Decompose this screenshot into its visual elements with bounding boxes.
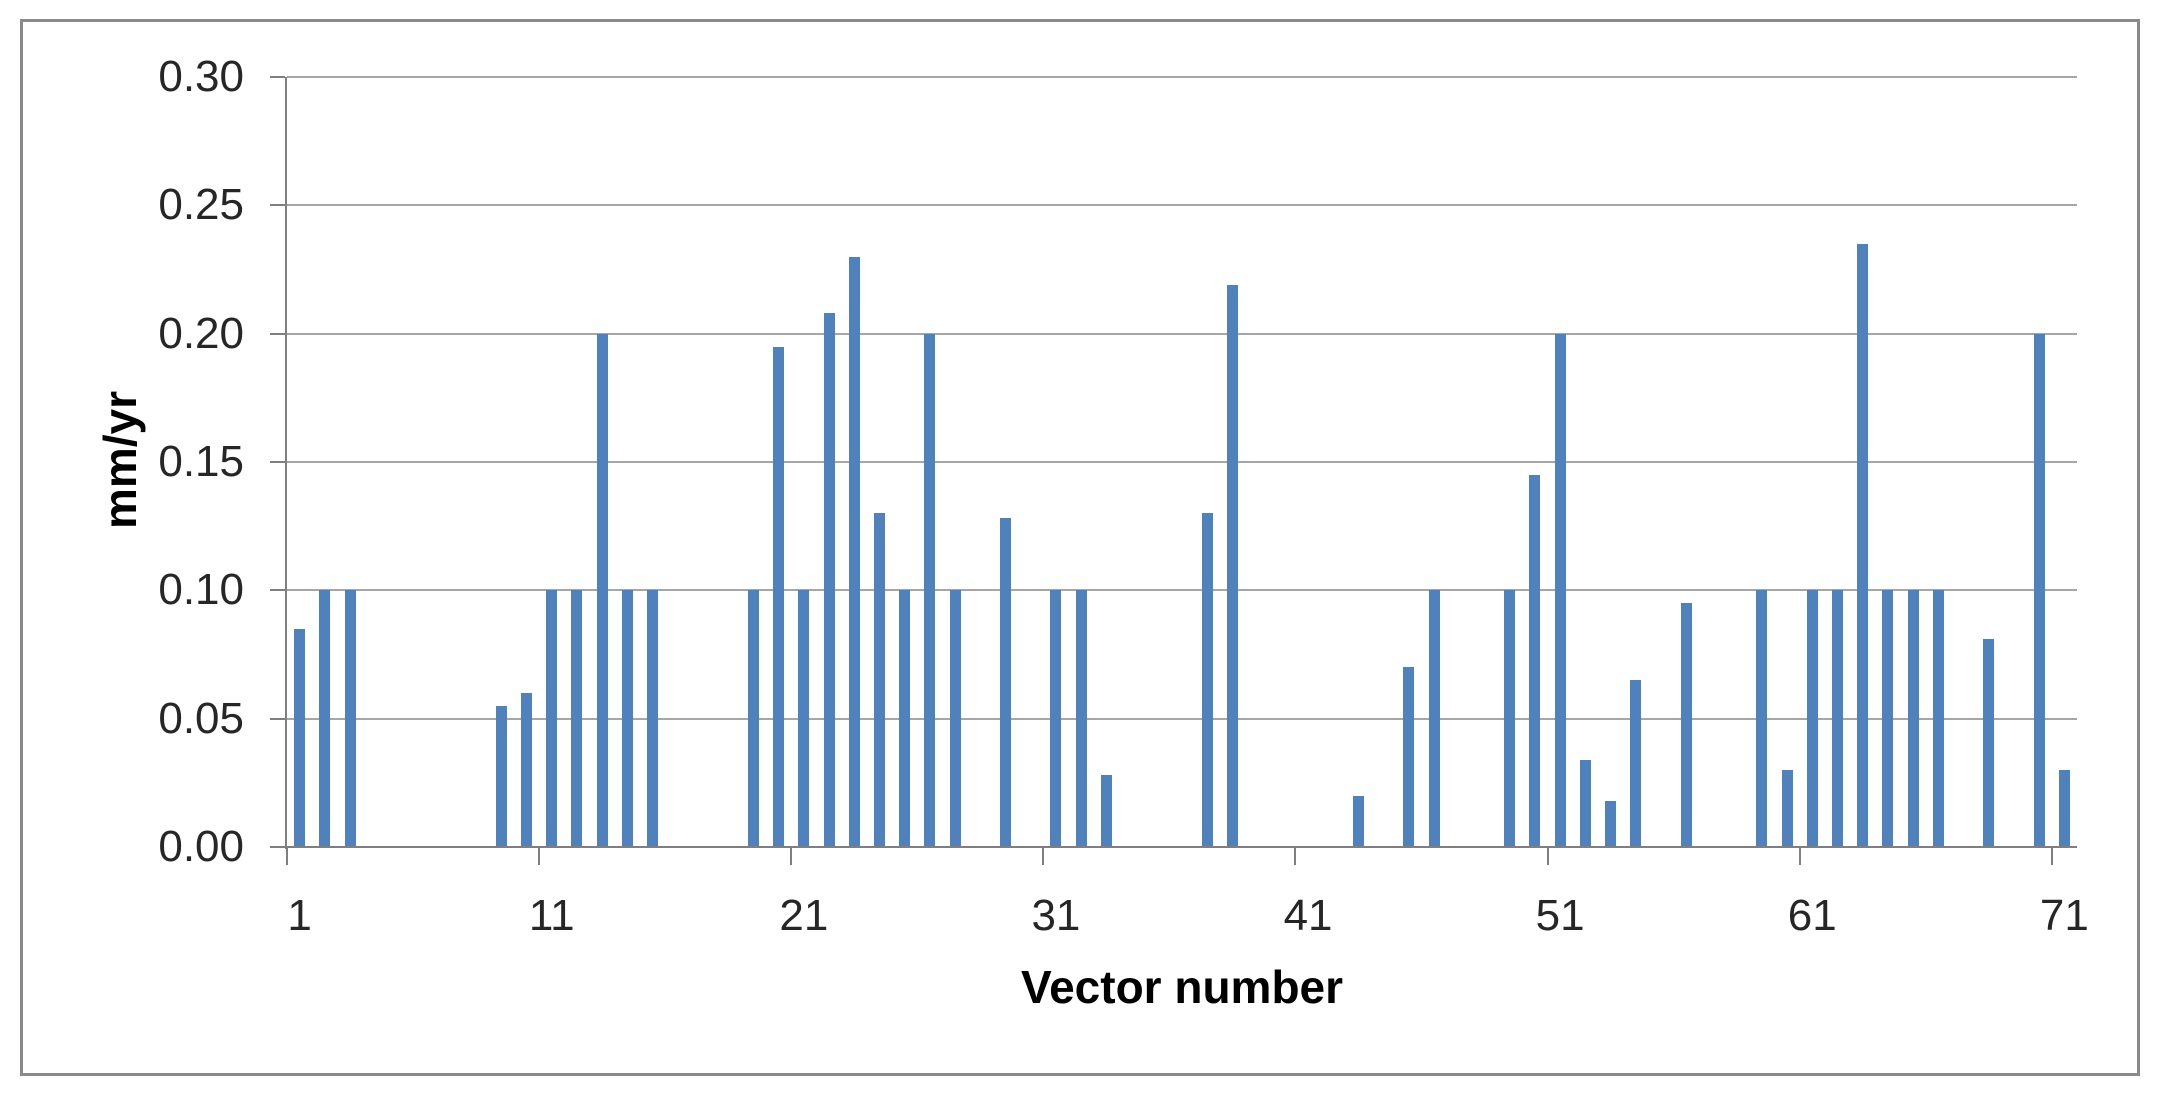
- y-tick: [270, 332, 285, 335]
- x-tick: [2050, 847, 2053, 865]
- y-tick: [270, 717, 285, 720]
- bar-vector-2: [319, 590, 330, 847]
- bar-vector-37: [1202, 513, 1213, 847]
- bar-vector-3: [345, 590, 356, 847]
- bar-vector-20: [773, 346, 784, 847]
- bar-vector-70: [2034, 333, 2045, 847]
- bar-vector-49: [1504, 590, 1515, 847]
- bar-vector-53: [1605, 800, 1616, 847]
- h-gridline: [287, 589, 2077, 592]
- bar-vector-46: [1429, 590, 1440, 847]
- bar-vector-32: [1076, 590, 1087, 847]
- bar-vector-56: [1681, 603, 1692, 847]
- x-tick-label: 31: [1031, 891, 1081, 940]
- x-tick: [1798, 847, 1801, 865]
- bar-vector-12: [571, 590, 582, 847]
- y-tick: [270, 461, 285, 463]
- x-axis-line: [287, 846, 2077, 848]
- bar-vector-21: [798, 590, 809, 847]
- y-tick: [270, 846, 285, 848]
- h-gridline: [287, 76, 2077, 78]
- bar-vector-52: [1580, 759, 1591, 847]
- bar-vector-68: [1983, 639, 1994, 847]
- x-axis-title: Vector number: [1020, 961, 1344, 1013]
- bar-vector-26: [924, 333, 935, 847]
- bar-vector-63: [1857, 243, 1868, 847]
- y-tick-label: 0.30: [158, 52, 244, 101]
- x-tick: [1042, 847, 1045, 865]
- bar-vector-51: [1555, 333, 1566, 847]
- bar-vector-22: [824, 313, 835, 847]
- x-tick: [538, 847, 541, 865]
- bar-vector-23: [849, 256, 860, 847]
- x-tick-label: 51: [1535, 891, 1585, 940]
- x-tick-label: 11: [528, 891, 575, 940]
- bar-vector-19: [748, 590, 759, 847]
- y-tick-label: 0.15: [158, 437, 244, 486]
- y-tick-label: 0.05: [158, 693, 244, 743]
- x-tick-label: 71: [2039, 891, 2089, 940]
- bar-vector-14: [622, 590, 633, 847]
- chart-frame: [20, 19, 2140, 1076]
- y-axis-line: [285, 77, 287, 849]
- x-tick-label: 1: [287, 891, 312, 940]
- bar-vector-1: [294, 628, 305, 847]
- bar-vector-11: [546, 590, 557, 847]
- y-tick-label: 0.20: [158, 308, 244, 358]
- bar-vector-54: [1630, 680, 1641, 847]
- bar-vector-27: [950, 590, 961, 847]
- bar-vector-66: [1933, 590, 1944, 847]
- y-tick: [270, 76, 285, 78]
- h-gridline: [287, 461, 2077, 463]
- bar-vector-13: [597, 333, 608, 847]
- bar-vector-71: [2059, 770, 2070, 847]
- x-tick-label: 41: [1283, 891, 1333, 940]
- bar-vector-38: [1227, 284, 1238, 847]
- bar-vector-60: [1782, 770, 1793, 847]
- bar-vector-62: [1832, 590, 1843, 847]
- bar-vector-15: [647, 590, 658, 847]
- y-axis-title: mm/yr: [94, 390, 146, 530]
- bar-vector-10: [521, 693, 532, 847]
- x-tick: [1294, 847, 1297, 865]
- y-tick-label: 0.25: [158, 180, 244, 230]
- bar-vector-9: [496, 705, 507, 847]
- bar-vector-65: [1908, 590, 1919, 847]
- bar-vector-29: [1000, 518, 1011, 847]
- bar-vector-33: [1101, 775, 1112, 847]
- x-tick-label: 61: [1787, 891, 1837, 940]
- y-tick: [270, 204, 285, 207]
- bar-vector-31: [1050, 590, 1061, 847]
- y-tick: [270, 589, 285, 592]
- x-tick: [790, 847, 793, 865]
- bar-vector-64: [1882, 590, 1893, 847]
- bar-vector-59: [1756, 590, 1767, 847]
- y-tick-label: 0.00: [158, 822, 244, 871]
- bar-vector-25: [899, 590, 910, 847]
- h-gridline: [287, 332, 2077, 335]
- bar-vector-50: [1529, 474, 1540, 847]
- bar-vector-61: [1807, 590, 1818, 847]
- bar-vector-24: [874, 513, 885, 847]
- bar-vector-43: [1353, 795, 1364, 847]
- h-gridline: [287, 204, 2077, 207]
- bar-vector-45: [1403, 667, 1414, 847]
- x-tick: [286, 847, 288, 865]
- h-gridline: [287, 717, 2077, 720]
- y-tick-label: 0.10: [158, 565, 244, 615]
- x-tick: [1546, 847, 1549, 865]
- x-tick-label: 21: [779, 891, 829, 940]
